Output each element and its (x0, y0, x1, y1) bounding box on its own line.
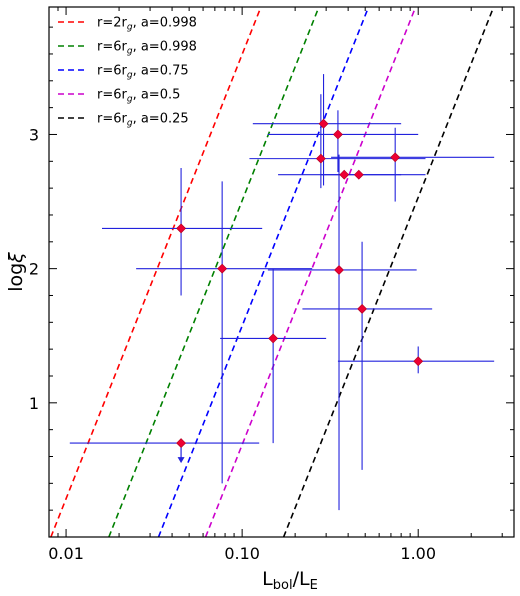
y-tick-label: 1 (29, 394, 39, 413)
data-point-3 (176, 438, 186, 449)
legend-label-1: r=2rg, a=0.998 (97, 16, 197, 33)
data-point-12 (357, 303, 368, 314)
model-line-4 (204, 7, 417, 537)
x-axis-label: Lbol/LE (262, 568, 318, 593)
data-point-4 (268, 333, 279, 344)
legend-label-2: r=6rg, a=0.998 (97, 40, 197, 57)
data-markers (176, 118, 424, 449)
data-point-1 (176, 223, 186, 234)
error-bars (69, 74, 495, 511)
data-point-13 (413, 356, 424, 367)
data-point-8 (339, 169, 350, 180)
legend-label-3: r=6rg, a=0.75 (97, 64, 189, 81)
x-tick-label: 0.10 (224, 544, 260, 563)
data-point-9 (353, 169, 364, 180)
y-tick-label: 3 (29, 125, 39, 144)
data-point-11 (334, 265, 344, 275)
data-point-10 (390, 152, 401, 163)
upper-limit-arrowhead-3 (177, 457, 185, 464)
x-tick-label: 1.00 (400, 544, 436, 563)
y-axis-label: logξ (5, 252, 27, 292)
model-line-5 (282, 7, 495, 537)
data-point-6 (315, 153, 326, 164)
model-line-3 (157, 7, 370, 537)
model-line-2 (108, 7, 320, 537)
data-point-7 (333, 129, 343, 140)
model-line-1 (50, 7, 262, 537)
x-tick-label: 0.01 (48, 544, 84, 563)
data-point-2 (217, 263, 228, 274)
plot-frame (48, 6, 515, 538)
legend-label-4: r=6rg, a=0.5 (97, 88, 180, 105)
model-lines (50, 7, 495, 537)
data-point-5 (318, 118, 329, 129)
axis-ticks: 0.01 0.10 1.00 1 2 3 (29, 7, 514, 563)
legend: r=2rg, a=0.998 r=6rg, a=0.998 r=6rg, a=0.7… (58, 16, 197, 129)
legend-label-5: r=6rg, a=0.25 (97, 112, 189, 129)
y-tick-label: 2 (29, 260, 39, 279)
